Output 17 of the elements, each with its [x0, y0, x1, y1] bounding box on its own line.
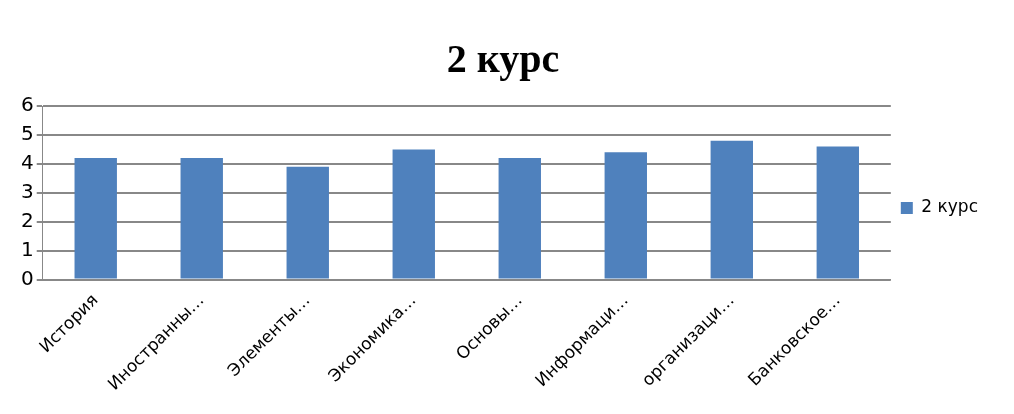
bar [180, 158, 223, 279]
bar [74, 158, 117, 279]
y-tick-label: 6 [20, 92, 34, 117]
bar [498, 158, 541, 279]
y-tick-label: 0 [20, 265, 34, 290]
legend-label: 2 курс [921, 196, 978, 217]
y-tick-label: 3 [20, 178, 34, 203]
bar [286, 166, 329, 279]
bar [710, 140, 753, 279]
y-tick-label: 5 [20, 121, 34, 146]
y-tick-label: 4 [20, 150, 34, 175]
chart-title: 2 курс [446, 36, 560, 82]
y-tick-label: 1 [20, 236, 34, 261]
bar [604, 152, 647, 279]
bar [392, 149, 435, 279]
bar [816, 146, 860, 279]
y-tick-label: 2 [20, 207, 34, 232]
